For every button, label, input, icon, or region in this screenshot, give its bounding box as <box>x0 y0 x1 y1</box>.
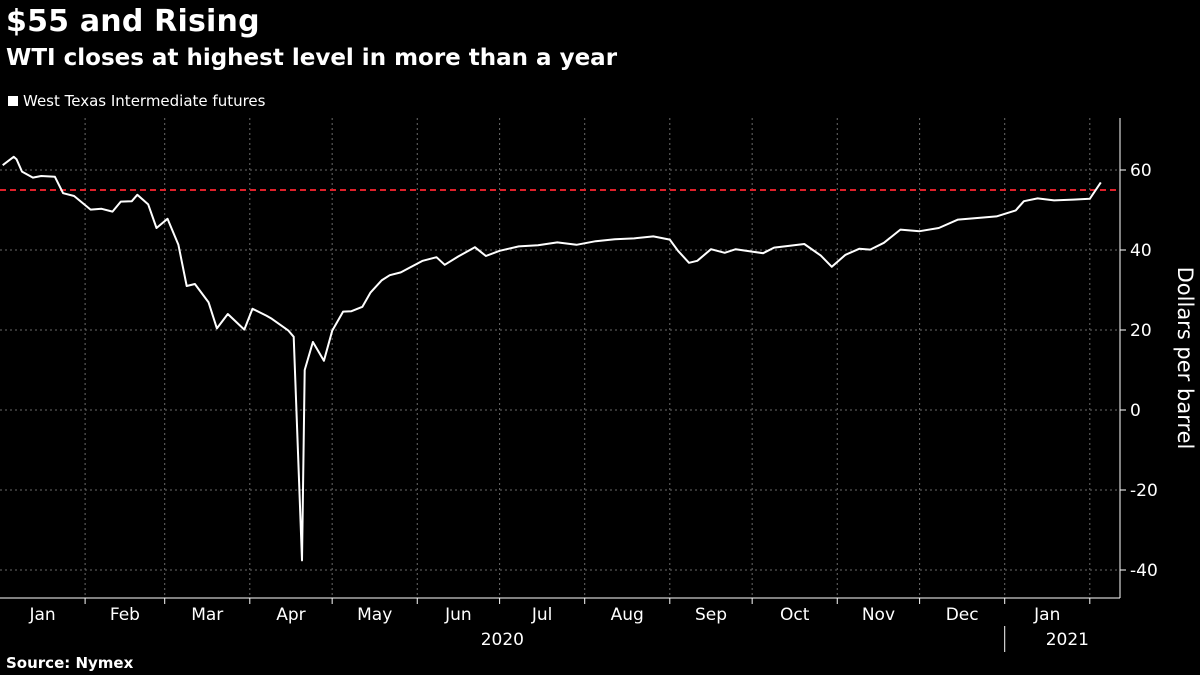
x-tick-label: Jan <box>1033 605 1060 625</box>
source-note: Source: Nymex <box>6 654 134 672</box>
tick-labels: 60 40 20 0 -20 -40 Jan Feb Mar Apr May Jun Jul Aug Sep… <box>28 161 1157 650</box>
x-tick-label: Dec <box>946 605 979 625</box>
y-tick-label: -20 <box>1130 481 1158 501</box>
grid <box>0 118 1120 598</box>
x-tick-label: May <box>357 605 392 625</box>
chart-subtitle: WTI closes at highest level in more than… <box>6 45 618 71</box>
series-line-wti <box>2 155 1102 562</box>
x-tick-label: Jun <box>444 605 472 625</box>
y-tick-label: 20 <box>1130 321 1152 341</box>
year-label: 2020 <box>481 630 524 650</box>
legend: West Texas Intermediate futures <box>8 92 265 110</box>
y-tick-label: -40 <box>1130 561 1158 581</box>
x-tick-label: Jul <box>531 605 553 625</box>
legend-swatch <box>8 96 18 106</box>
y-tick-label: 0 <box>1130 401 1141 421</box>
series-layer <box>0 155 1120 562</box>
y-tick-label: 60 <box>1130 161 1152 181</box>
x-tick-label: Sep <box>695 605 727 625</box>
year-label: 2021 <box>1046 630 1089 650</box>
x-tick-label: Apr <box>276 605 305 625</box>
y-tick-label: 40 <box>1130 241 1152 261</box>
y-axis-label: Dollars per barrel <box>1173 267 1197 450</box>
x-tick-label: Feb <box>110 605 140 625</box>
legend-label: West Texas Intermediate futures <box>23 92 266 110</box>
x-tick-label: Mar <box>191 605 223 625</box>
x-tick-label: Oct <box>780 605 810 625</box>
x-tick-label: Jan <box>28 605 55 625</box>
axes <box>0 118 1126 652</box>
x-tick-label: Nov <box>862 605 895 625</box>
x-tick-label: Aug <box>611 605 644 625</box>
chart-title: $55 and Rising <box>6 4 260 39</box>
